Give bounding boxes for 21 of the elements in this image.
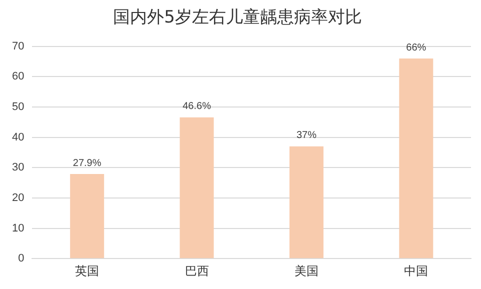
bar <box>289 146 324 258</box>
y-tick-label: 50 <box>12 101 24 114</box>
y-tick-label: 70 <box>12 40 24 52</box>
y-tick-label: 60 <box>12 70 24 83</box>
data-label: 66% <box>406 42 426 54</box>
x-tick-label: 中国 <box>404 264 428 278</box>
y-tick-label: 40 <box>12 131 24 144</box>
bar <box>399 58 434 258</box>
x-tick-label: 美国 <box>294 264 318 278</box>
bar <box>70 174 104 258</box>
data-label: 27.9% <box>72 158 102 169</box>
data-label: 37% <box>296 130 317 142</box>
bar <box>180 117 214 258</box>
y-tick-label: 20 <box>12 192 24 204</box>
y-tick-label: 30 <box>12 162 24 174</box>
data-label: 46.6% <box>182 101 212 112</box>
chart-title: 国内外5岁左右儿童龋患病率对比 <box>113 8 362 28</box>
x-tick-label: 巴西 <box>184 264 209 278</box>
y-tick-label: 10 <box>12 222 24 234</box>
y-tick-label: 0 <box>18 252 24 265</box>
x-tick-label: 英国 <box>75 264 100 278</box>
